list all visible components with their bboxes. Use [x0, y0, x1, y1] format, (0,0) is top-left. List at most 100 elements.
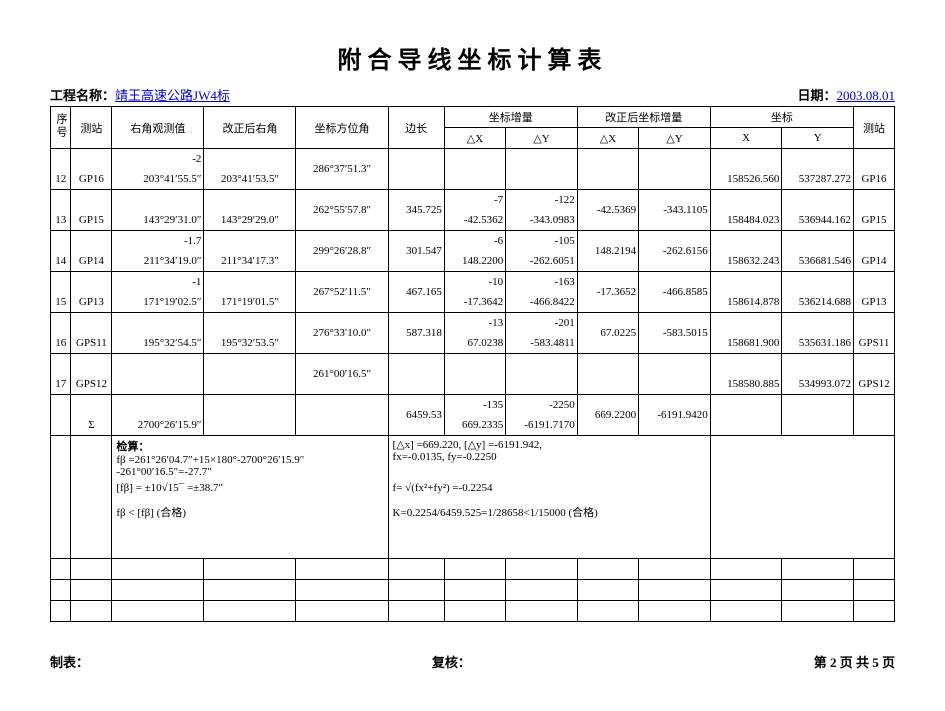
cell: 14 [51, 251, 71, 272]
cell [112, 190, 204, 211]
cell [112, 559, 204, 580]
cell: 467.165 [388, 272, 444, 313]
col-right-angle-obs: 右角观测值 [112, 107, 204, 149]
cell: 276°33′10.0″ [296, 313, 388, 354]
cell: 301.547 [388, 231, 444, 272]
cell: 535631.186 [782, 333, 854, 354]
cell [782, 190, 854, 211]
cell [388, 580, 444, 601]
cell [506, 580, 578, 601]
project-value: 靖王高速公路JW4标 [115, 88, 230, 103]
cell [71, 313, 112, 334]
cell: fβ < [fβ] (合格) [112, 502, 388, 524]
col-corr-incr: 改正后坐标增量 [577, 107, 710, 128]
cell [639, 580, 711, 601]
cell: 587.318 [388, 313, 444, 354]
cell: -17.3652 [577, 272, 638, 313]
cell [782, 354, 854, 375]
cell [112, 374, 204, 395]
cell [506, 601, 578, 622]
cell: 536214.688 [782, 292, 854, 313]
cell [204, 272, 296, 293]
cell [710, 231, 782, 252]
cell [854, 313, 895, 334]
cell: 15 [51, 292, 71, 313]
cell [388, 354, 444, 395]
cell [51, 272, 71, 293]
cell: 534993.072 [782, 374, 854, 395]
col-dy2: △Y [639, 128, 711, 149]
cell [506, 149, 578, 170]
cell: 669.2335 [444, 415, 505, 436]
cell: 16 [51, 333, 71, 354]
col-dx2: △X [577, 128, 638, 149]
cell [710, 415, 782, 436]
cell: 345.725 [388, 190, 444, 231]
cell [51, 601, 71, 622]
cell [71, 190, 112, 211]
cell: 203°41′53.5″ [204, 169, 296, 190]
cell [782, 272, 854, 293]
cell: -6191.7170 [506, 415, 578, 436]
cell: GP14 [71, 251, 112, 272]
cell: 17 [51, 374, 71, 395]
cell: [fβ] = ±10√15¯ =±38.7″ [112, 480, 388, 502]
cell [577, 580, 638, 601]
cell [854, 354, 895, 375]
page-footer: 制表： 复核： 第 2 页 共 5 页 [50, 652, 895, 671]
cell: 143°29′29.0″ [204, 210, 296, 231]
cell [71, 559, 112, 580]
cell [506, 374, 578, 395]
cell: 148.2194 [577, 231, 638, 272]
cell [51, 395, 71, 416]
cell [51, 436, 71, 559]
cell [854, 395, 895, 416]
cell [854, 149, 895, 170]
cell: 536944.162 [782, 210, 854, 231]
cell [854, 601, 895, 622]
cell: -262.6051 [506, 251, 578, 272]
cell [782, 395, 854, 416]
cell [577, 149, 638, 190]
cell [710, 272, 782, 293]
cell [639, 559, 711, 580]
cell [51, 190, 71, 211]
col-azimuth: 坐标方位角 [296, 107, 388, 149]
cell: 13 [51, 210, 71, 231]
cell [71, 580, 112, 601]
project-label: 工程名称： [50, 88, 115, 103]
cell [388, 601, 444, 622]
cell [204, 231, 296, 252]
col-coord: 坐标 [710, 107, 853, 128]
cell [204, 149, 296, 170]
cell [71, 395, 112, 416]
footer-page: 第 2 页 共 5 页 [814, 652, 895, 671]
cell: -1.7 [112, 231, 204, 252]
cell [577, 601, 638, 622]
cell [854, 559, 895, 580]
cell: -2250 [506, 395, 578, 416]
cell [444, 559, 505, 580]
cell [710, 601, 782, 622]
cell: 299°26′28.8″ [296, 231, 388, 272]
cell [112, 313, 204, 334]
cell [388, 149, 444, 190]
cell [782, 580, 854, 601]
sub-header: 工程名称：靖王高速公路JW4标 日期：2003.08.01 [50, 85, 895, 104]
cell [204, 580, 296, 601]
col-dy1: △Y [506, 128, 578, 149]
cell: 171°19′01.5″ [204, 292, 296, 313]
cell [577, 559, 638, 580]
cell: -163 [506, 272, 578, 293]
cell: 158580.885 [710, 374, 782, 395]
cell: 158681.900 [710, 333, 782, 354]
cell [444, 169, 505, 190]
cell: 203°41′55.5″ [112, 169, 204, 190]
cell [444, 580, 505, 601]
footer-make: 制表： [50, 652, 89, 671]
cell: -201 [506, 313, 578, 334]
cell [782, 415, 854, 436]
cell [71, 149, 112, 170]
cell: -10 [444, 272, 505, 293]
cell: -262.6156 [639, 231, 711, 272]
